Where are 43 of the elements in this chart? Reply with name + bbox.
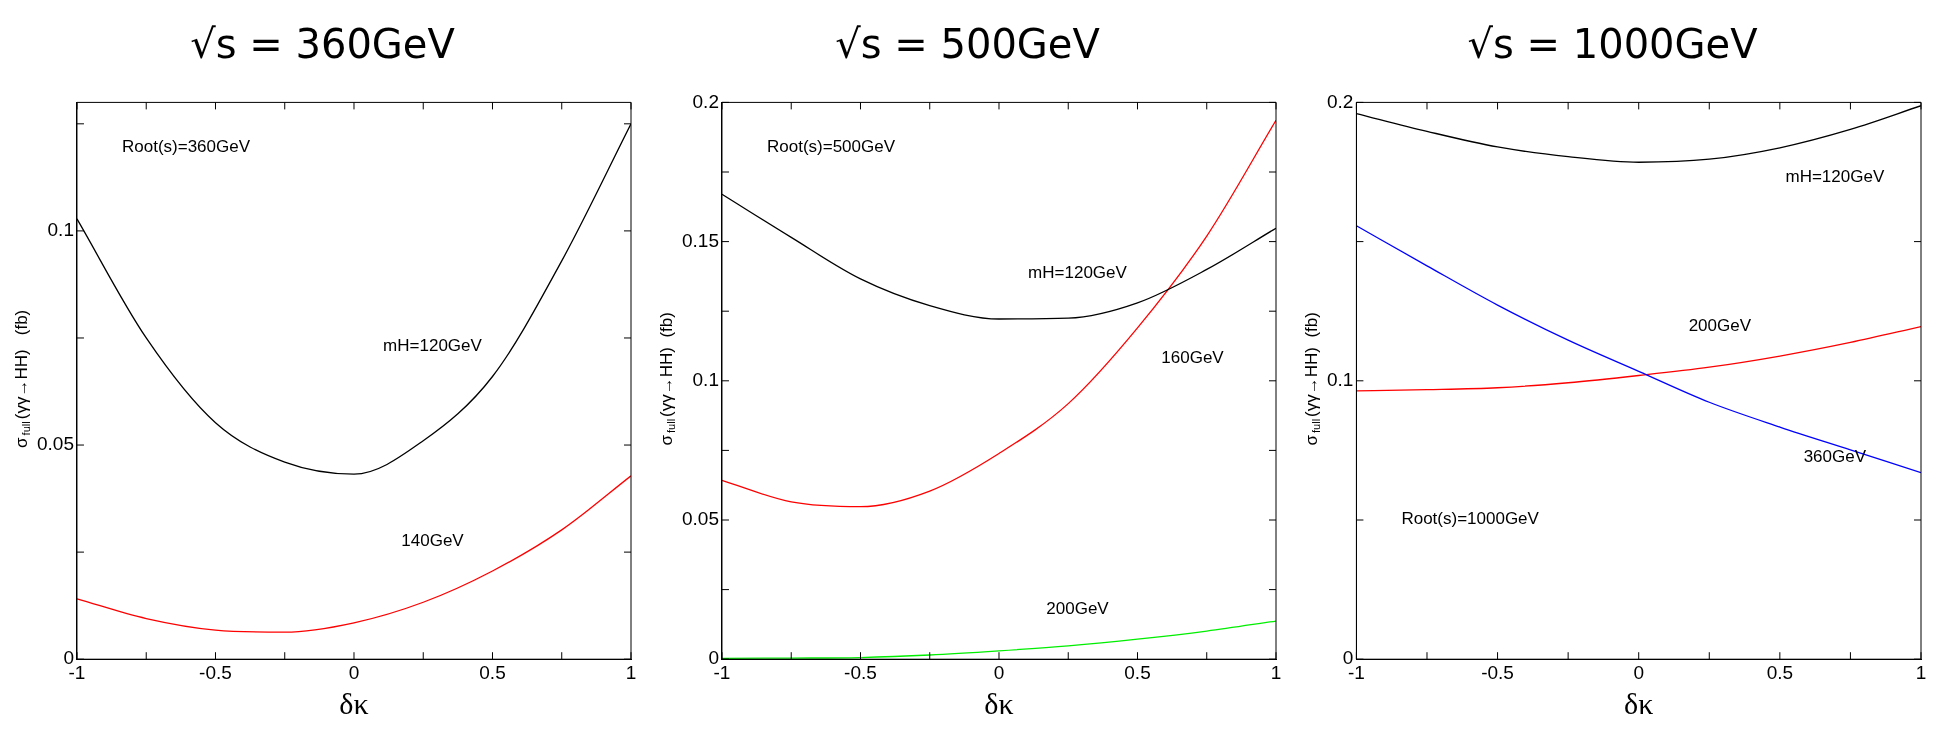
- x-tick-label: -0.5: [1481, 661, 1514, 683]
- series-label: 360GeV: [1803, 446, 1867, 466]
- x-tick-label: 0.5: [1124, 661, 1151, 683]
- x-tick-label: 0: [993, 661, 1005, 683]
- x-tick-label: 1: [1915, 661, 1927, 683]
- y-tick-label: 0.1: [1326, 369, 1354, 391]
- x-axis-title: δκ: [1624, 686, 1654, 720]
- x-axis-title: δκ: [339, 686, 369, 720]
- annotation: Root(s)=1000GeV: [1401, 508, 1540, 528]
- series-label: 140GeV: [401, 530, 465, 550]
- x-tick-label: -0.5: [199, 661, 232, 683]
- y-tick-label: 0.15: [682, 229, 719, 251]
- x-axis-title: δκ: [984, 686, 1014, 720]
- y-tick-label: 0.2: [1326, 90, 1354, 112]
- series-label: mH=120GeV: [1785, 167, 1885, 187]
- y-axis-title: σfull(γγ→HH) (fb): [656, 312, 678, 446]
- x-tick-label: -0.5: [844, 661, 877, 683]
- line-series: [1356, 225, 1921, 474]
- series-label: mH=120GeV: [1028, 262, 1128, 282]
- line-series: [721, 119, 1276, 508]
- x-tick-label: 0: [1633, 661, 1644, 683]
- series-label: 200GeV: [1046, 598, 1110, 618]
- x-tick-label: 0: [348, 661, 360, 683]
- chart-title: √s = 360GeV: [189, 20, 456, 69]
- y-tick-label: 0.05: [682, 508, 719, 530]
- series-label: 200GeV: [1688, 315, 1752, 335]
- chart-title: √s = 500GeV: [834, 20, 1101, 69]
- y-tick-label: 0.1: [692, 369, 719, 391]
- x-tick-label: 1: [1270, 661, 1282, 683]
- line-series: [76, 475, 631, 633]
- y-tick-label: 0.05: [37, 433, 74, 455]
- annotation: Root(s)=500GeV: [766, 137, 896, 157]
- chart-title: √s = 1000GeV: [1466, 20, 1759, 69]
- y-axis-title: σfull(γγ→HH) (fb): [11, 309, 33, 448]
- x-tick-label: 1: [625, 661, 637, 683]
- x-tick-label: 0.5: [1766, 661, 1794, 683]
- series-label: 160GeV: [1161, 347, 1225, 367]
- series-label: mH=120GeV: [383, 336, 483, 356]
- y-tick-label: 0.1: [47, 219, 74, 241]
- y-tick-label: 0.2: [692, 90, 719, 112]
- annotation: Root(s)=360GeV: [121, 137, 251, 157]
- x-tick-label: 0.5: [479, 661, 506, 683]
- y-axis-title: σfull(γγ→HH) (fb): [1301, 312, 1323, 446]
